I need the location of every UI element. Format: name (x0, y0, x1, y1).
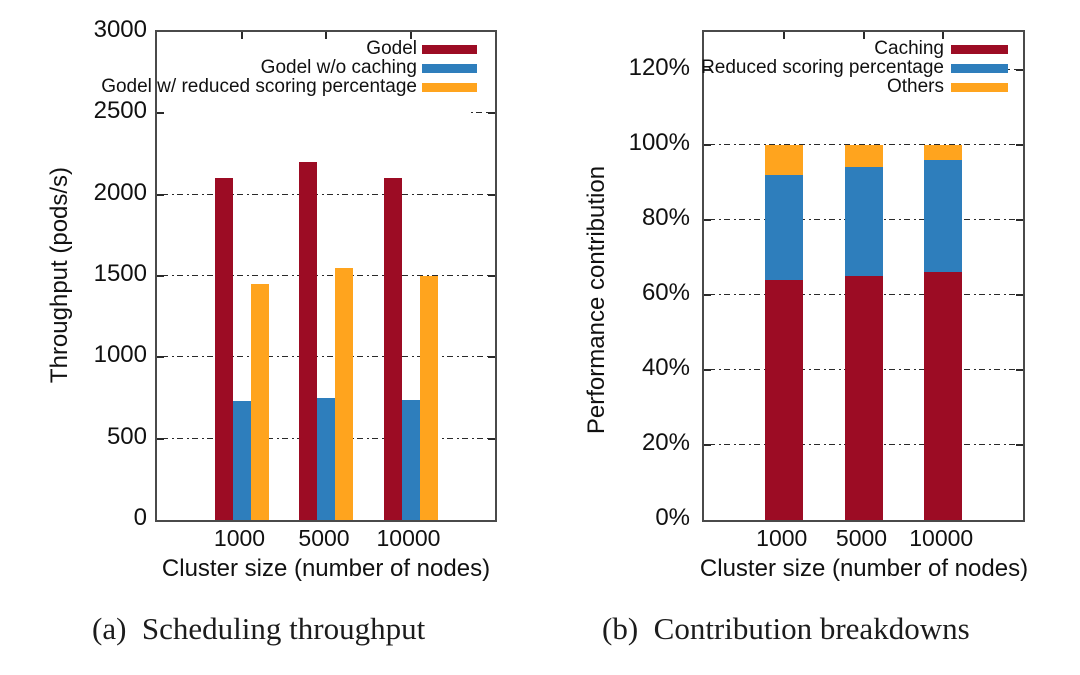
tick-mark-x-top (325, 32, 327, 39)
tick-mark-y-left (704, 68, 711, 71)
legend-label-reduced-scoring-percentage: Reduced scoring percentage (701, 57, 944, 78)
tick-mark-y-right (488, 437, 495, 440)
legend-label-caching: Caching (874, 38, 944, 59)
grid-line (999, 68, 1019, 71)
bar-godel-1000 (214, 178, 233, 520)
y-tick-label: 0% (655, 504, 690, 531)
tick-mark-y-left (157, 275, 164, 277)
y-tick-label: 20% (641, 428, 690, 456)
tick-mark-y-right (1016, 293, 1023, 296)
y-tick-label: 2500 (93, 97, 147, 125)
bar-segment-others-5000 (844, 144, 883, 168)
bar-segment-reduced-scoring-percentage-1000 (764, 174, 803, 280)
x-tick-label: 1000 (213, 525, 266, 551)
y-tick-label: 80% (641, 203, 690, 231)
bar-godel-w-o-caching-1000 (232, 401, 251, 520)
y-tick-label: 500 (106, 422, 147, 450)
grid-line (471, 112, 491, 115)
tick-mark-y-left (704, 368, 711, 371)
tick-mark-y-left (704, 293, 711, 296)
grid-line (157, 275, 491, 277)
y-tick-label: 3000 (93, 16, 147, 43)
grid-line (157, 193, 491, 196)
tick-mark-y-right (488, 275, 495, 277)
y-tick-label: 120% (628, 53, 690, 81)
chart-contribution-breakdowns: Caching Reduced scoring percentage Others … (540, 0, 1080, 675)
legend-swatch-caching (951, 44, 1008, 54)
legend-label-godel-w-o-caching: Godel w/o caching (260, 57, 417, 78)
tick-mark-y-right (488, 112, 495, 115)
grid-line (704, 143, 1019, 146)
chart-scheduling-throughput: Godel Godel w/o caching Godel w/ reduced s… (46, 16, 497, 646)
tick-mark-x-top (862, 32, 865, 39)
bar-godel-10000 (383, 178, 402, 520)
bar-segment-others-10000 (924, 144, 963, 160)
tick-mark-x-top (240, 32, 243, 39)
x-axis-label-b: Cluster size (number of nodes) (699, 555, 1029, 582)
legend-swatch-godel-w-reduced-scoring-percentage (422, 82, 477, 92)
bar-godel-w-reduced-scoring-percentage-10000 (419, 276, 438, 520)
tick-mark-y-left (157, 112, 164, 115)
tick-mark-x-top (782, 32, 785, 39)
tick-mark-y-right (488, 356, 495, 359)
y-tick-label: 1500 (93, 260, 147, 287)
tick-mark-y-left (157, 356, 164, 359)
bar-godel-w-reduced-scoring-percentage-5000 (335, 267, 353, 520)
bar-segment-caching-1000 (764, 279, 803, 520)
legend-label-godel: Godel (366, 38, 417, 59)
grid-line (157, 356, 491, 359)
tick-mark-y-right (1016, 218, 1023, 221)
bar-godel-5000 (299, 162, 317, 520)
bar-segment-reduced-scoring-percentage-10000 (924, 159, 963, 273)
bar-segment-reduced-scoring-percentage-5000 (844, 167, 883, 276)
x-axis-label-a: Cluster size (number of nodes) (161, 555, 491, 582)
legend-swatch-others (951, 82, 1008, 92)
y-tick-label: 1000 (93, 341, 147, 369)
y-axis-label-b: Performance contribution (583, 165, 610, 435)
caption-b: (b) Contribution breakdowns (602, 611, 970, 646)
tick-mark-y-left (157, 193, 164, 196)
bar-godel-w-o-caching-10000 (401, 399, 420, 520)
x-tick-label: 5000 (298, 525, 350, 551)
bar-segment-caching-5000 (844, 276, 883, 520)
tick-mark-y-left (704, 443, 711, 446)
tick-mark-y-left (704, 143, 711, 146)
tick-mark-y-right (1016, 143, 1023, 146)
bar-segment-caching-10000 (924, 272, 963, 520)
y-tick-label: 0 (133, 504, 147, 531)
bar-segment-others-1000 (764, 144, 803, 175)
y-tick-label: 2000 (93, 178, 147, 206)
bar-godel-w-o-caching-5000 (317, 398, 335, 520)
x-tick-label: 5000 (835, 525, 888, 551)
tick-mark-x-top (942, 32, 945, 39)
x-tick-label: 1000 (756, 525, 808, 551)
tick-mark-y-right (1016, 368, 1023, 371)
y-axis-label-a: Throughput (pods/s) (46, 166, 73, 384)
y-tick-label: 100% (628, 128, 690, 156)
legend-label-others: Others (886, 76, 944, 97)
plot-area-a: Godel Godel w/o caching Godel w/ reduced s… (101, 30, 497, 522)
x-tick-label: 10000 (909, 525, 974, 551)
x-tick-label: 10000 (376, 525, 441, 551)
tick-mark-y-right (1016, 68, 1023, 71)
caption-a: (a) Scheduling throughput (92, 611, 426, 646)
y-tick-label: 40% (641, 353, 690, 381)
y-tick-label: 60% (641, 278, 690, 306)
tick-mark-y-right (1016, 443, 1023, 446)
legend-swatch-reduced-scoring-percentage (951, 63, 1008, 73)
legend-swatch-godel (422, 44, 477, 54)
tick-mark-x-top (409, 32, 412, 39)
bar-godel-w-reduced-scoring-percentage-1000 (250, 284, 269, 520)
legend-swatch-godel-w-o-caching (422, 63, 477, 73)
legend-label-godel-w-reduced-scoring-percentage: Godel w/ reduced scoring percentage (101, 76, 417, 97)
tick-mark-y-left (704, 218, 711, 221)
tick-mark-y-left (157, 437, 164, 440)
plot-area-b: Caching Reduced scoring percentage Others (701, 30, 1025, 522)
tick-mark-y-right (488, 193, 495, 196)
